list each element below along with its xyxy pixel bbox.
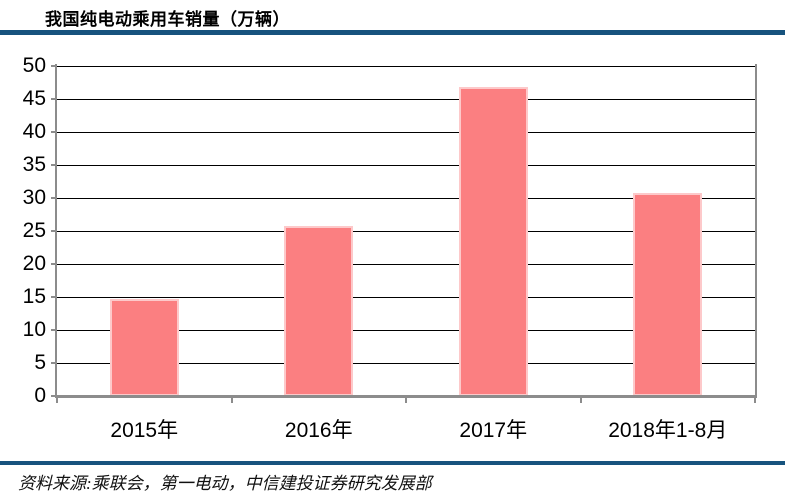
y-axis-label: 45	[22, 87, 46, 110]
gridline	[57, 263, 755, 265]
y-axis-tick	[51, 362, 57, 364]
gridline	[57, 164, 755, 166]
y-axis-label: 20	[22, 252, 46, 275]
gridline	[57, 197, 755, 199]
chart-title: 我国纯电动乘用车销量（万辆）	[45, 10, 290, 29]
y-axis-label: 35	[22, 153, 46, 176]
y-axis-tick	[51, 65, 57, 67]
x-axis-tick	[754, 396, 756, 403]
y-axis-tick	[51, 263, 57, 265]
x-axis-tick	[230, 396, 233, 403]
bar-2018年1-8月	[633, 192, 703, 396]
y-axis-label: 40	[22, 120, 46, 143]
y-axis-label: 5	[34, 351, 46, 374]
gridline	[57, 131, 755, 133]
x-axis-line	[55, 395, 757, 398]
y-axis-tick	[51, 197, 57, 199]
bar-2015年	[109, 298, 179, 396]
y-axis-tick	[51, 230, 57, 232]
bar-2016年	[284, 226, 354, 396]
x-axis-label: 2018年1-8月	[608, 419, 728, 442]
x-axis-tick	[56, 396, 58, 403]
gridline	[57, 98, 755, 100]
y-axis-label: 15	[22, 285, 46, 308]
y-axis-label: 30	[22, 186, 46, 209]
bar-chart-plot-area: 0 5 10 15 20 25 30 35 40 45 50 2015年 2016年 2017年 2018年…	[22, 54, 757, 442]
x-axis-tick	[405, 396, 407, 403]
y-axis-tick	[51, 131, 57, 133]
y-axis-tick	[51, 395, 57, 397]
x-axis-tick	[579, 396, 582, 403]
y-axis-label: 50	[22, 54, 46, 77]
gridline	[57, 329, 755, 331]
header-divider-rule	[0, 30, 785, 35]
footer-divider-rule	[0, 461, 785, 465]
x-axis-label: 2017年	[459, 419, 528, 442]
gridline	[57, 65, 755, 67]
data-source-note: 资料来源:乘联会，第一电动，中信建投证券研究发展部	[18, 474, 432, 493]
y-axis-line	[55, 64, 57, 398]
y-axis-tick	[51, 296, 57, 298]
y-axis-label: 0	[34, 384, 46, 407]
x-axis-label: 2015年	[110, 419, 179, 442]
y-axis-tick	[51, 98, 57, 100]
gridline	[57, 362, 755, 364]
x-axis-label: 2016年	[284, 419, 353, 442]
y-axis-label: 10	[22, 318, 46, 341]
y-axis-tick	[51, 329, 57, 331]
y-axis-label: 25	[22, 219, 46, 242]
y-axis-tick	[51, 164, 57, 166]
bar-2017年	[458, 87, 528, 396]
plot-right-border	[755, 64, 757, 398]
gridline	[57, 296, 755, 298]
gridline	[57, 230, 755, 232]
